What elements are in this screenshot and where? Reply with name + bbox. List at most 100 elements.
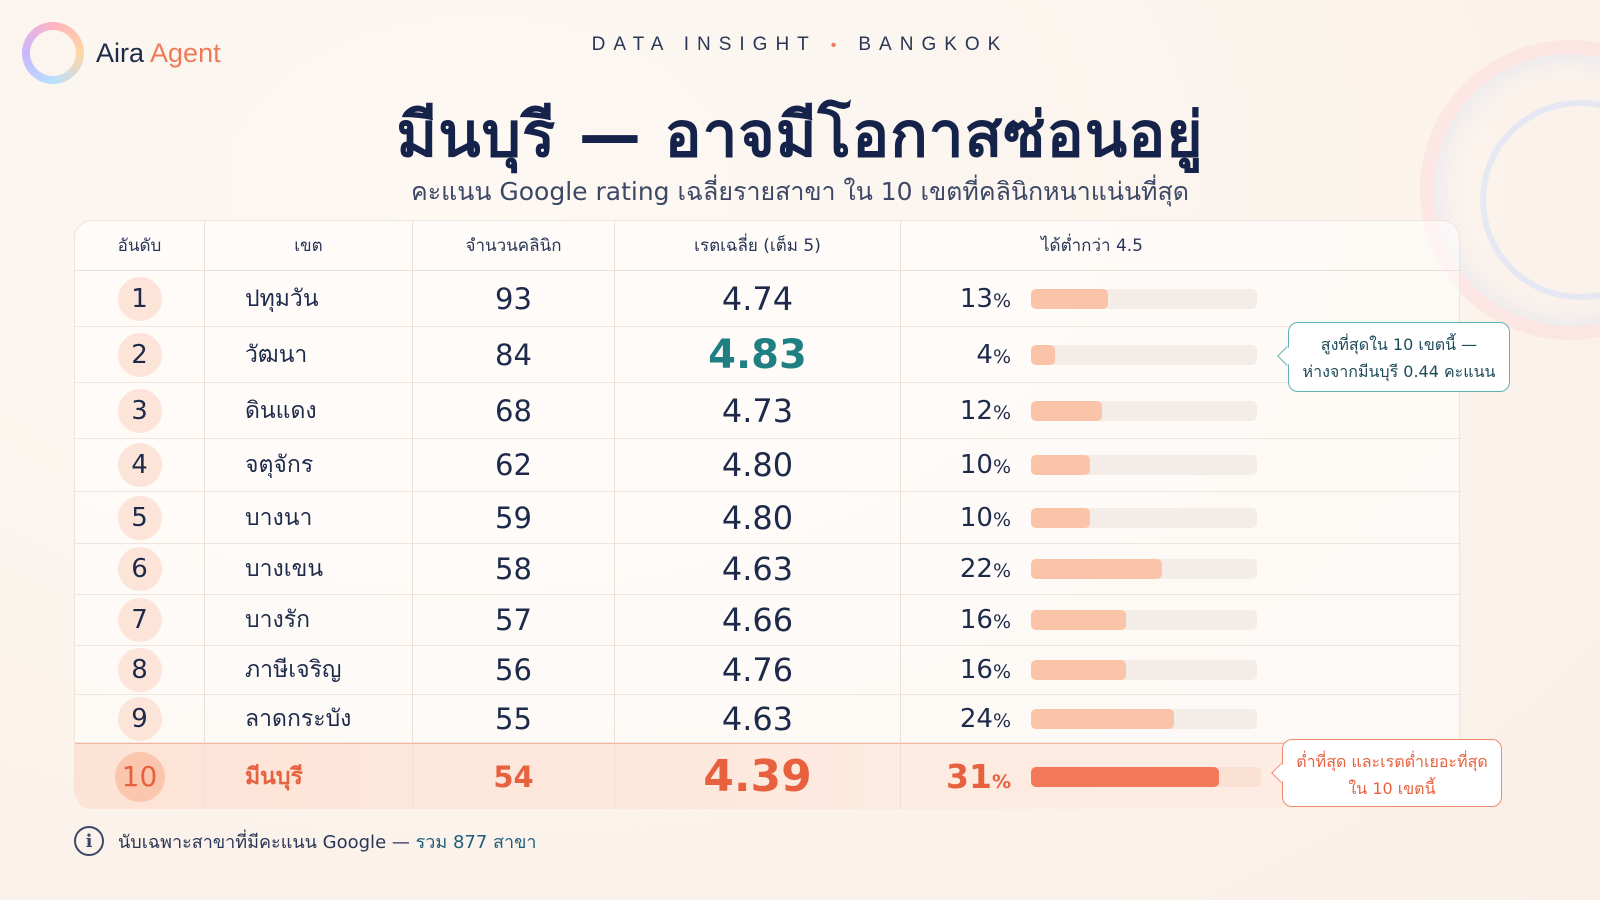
percent-symbol: %	[992, 560, 1011, 582]
below-percent: 31%	[901, 757, 1011, 796]
below-bar-fill	[1031, 708, 1174, 729]
count-cell: 56	[413, 646, 615, 694]
percent-symbol: %	[992, 709, 1011, 732]
rating-cell: 4.80	[615, 439, 901, 491]
header-district: เขต	[205, 221, 413, 270]
count-cell: 62	[413, 439, 615, 491]
below-bar-fill	[1031, 559, 1162, 579]
below-cell: 31%	[901, 744, 1461, 809]
district-name: วัฒนา	[245, 341, 308, 368]
rank-badge: 2	[117, 332, 162, 377]
rank-badge: 10	[114, 751, 165, 802]
rank-cell: 4	[75, 439, 205, 491]
table-row: 9 ลาดกระบัง 55 4.63 24%	[75, 695, 1461, 743]
below-bar-track	[1031, 400, 1257, 421]
district-name: บางเขน	[245, 556, 324, 582]
below-bar-fill	[1031, 455, 1091, 475]
table-row: 6 บางเขน 58 4.63 22%	[75, 544, 1461, 595]
below-cell: 13%	[901, 271, 1461, 326]
below-bar-fill	[1031, 288, 1109, 309]
district-cell: ลาดกระบัง	[205, 695, 413, 742]
below-cell: 16%	[901, 646, 1461, 694]
callout-best-line-1: สูงที่สุดใน 10 เขตนี้ —	[1320, 335, 1478, 354]
table-row: 10 มีนบุรี 54 4.39 31%	[75, 743, 1461, 809]
average-rating: 4.73	[721, 391, 794, 430]
kicker-left: DATA INSIGHT	[591, 34, 817, 55]
footer-text: นับเฉพาะสาขาที่มีคะแนน Google — รวม 877 …	[118, 827, 537, 856]
below-percent-value: 24	[959, 703, 993, 734]
average-rating: 4.39	[703, 751, 812, 802]
clinic-count: 62	[495, 448, 532, 482]
count-cell: 58	[413, 544, 615, 594]
below-percent-value: 31	[946, 757, 992, 796]
below-percent-value: 10	[959, 502, 993, 533]
below-percent: 12%	[901, 396, 1011, 426]
district-cell: บางเขน	[205, 544, 413, 594]
district-name: ปทุมวัน	[245, 285, 319, 312]
count-cell: 57	[413, 595, 615, 645]
clinic-count: 56	[495, 653, 532, 687]
percent-symbol: %	[992, 401, 1011, 424]
table-row: 7 บางรัก 57 4.66 16%	[75, 595, 1461, 646]
district-name: ภาษีเจริญ	[245, 657, 342, 683]
table-row: 5 บางนา 59 4.80 10%	[75, 492, 1461, 544]
table-row: 4 จตุจักร 62 4.80 10%	[75, 439, 1461, 492]
kicker-right: BANGKOK	[858, 34, 1009, 55]
clinic-count: 54	[493, 759, 534, 794]
header-below-threshold: ได้ต่ำกว่า 4.5	[1041, 236, 1143, 256]
below-percent-value: 16	[959, 605, 993, 635]
kicker: DATA INSIGHT • BANGKOK	[0, 34, 1600, 56]
count-cell: 59	[413, 492, 615, 543]
rank-cell: 3	[75, 383, 205, 438]
rank-badge: 3	[117, 388, 162, 433]
percent-symbol: %	[992, 508, 1011, 531]
district-name: บางนา	[245, 504, 313, 531]
average-rating: 4.66	[721, 601, 794, 639]
district-name: มีนบุรี	[245, 763, 303, 790]
header-rank: อันดับ	[75, 221, 205, 270]
rating-cell: 4.39	[615, 744, 901, 809]
rating-cell: 4.74	[615, 271, 901, 326]
district-cell: จตุจักร	[205, 439, 413, 491]
district-cell: ภาษีเจริญ	[205, 646, 413, 694]
district-name: บางรัก	[245, 607, 311, 633]
callout-worst: ต่ำที่สุด และเรตต่ำเยอะที่สุด ใน 10 เขตน…	[1271, 739, 1502, 807]
clinic-count: 59	[495, 500, 532, 535]
below-bar-fill	[1031, 344, 1055, 365]
count-cell: 54	[413, 744, 615, 809]
below-cell: 24%	[901, 695, 1461, 742]
callout-best-line-2: ห่างจากมีนบุรี 0.44 คะแนน	[1302, 362, 1496, 381]
rank-badge: 5	[117, 495, 162, 540]
below-percent-value: 4	[976, 339, 993, 370]
below-bar-track	[1031, 507, 1257, 528]
rank-cell: 8	[75, 646, 205, 694]
rating-cell: 4.80	[615, 492, 901, 543]
rank-badge: 9	[117, 696, 162, 741]
below-bar-fill	[1031, 660, 1127, 680]
clinic-count: 93	[495, 281, 532, 316]
district-cell: มีนบุรี	[205, 744, 413, 809]
below-cell: 10%	[901, 439, 1461, 491]
rating-cell: 4.73	[615, 383, 901, 438]
rating-cell: 4.83	[615, 327, 901, 382]
district-name: ลาดกระบัง	[245, 705, 352, 732]
below-percent: 10%	[901, 503, 1011, 533]
table-row: 1 ปทุมวัน 93 4.74 13%	[75, 271, 1461, 327]
rank-badge: 6	[117, 547, 162, 591]
percent-symbol: %	[992, 456, 1011, 478]
below-bar-track	[1031, 344, 1257, 365]
table-row: 3 ดินแดง 68 4.73 12%	[75, 383, 1461, 439]
district-cell: ดินแดง	[205, 383, 413, 438]
table-header: อันดับ เขต จำนวนคลินิก เรตเฉลี่ย (เต็ม 5…	[75, 221, 1461, 271]
rank-badge: 8	[117, 648, 162, 692]
count-cell: 84	[413, 327, 615, 382]
table-row: 2 วัฒนา 84 4.83 4%	[75, 327, 1461, 383]
below-percent: 16%	[901, 605, 1011, 635]
brand-name-part-2: Agent	[144, 37, 221, 68]
below-percent-value: 10	[959, 450, 993, 480]
footer-total: รวม 877 สาขา	[415, 831, 537, 853]
rank-badge: 4	[117, 443, 162, 487]
kicker-dot-icon: •	[830, 37, 845, 54]
table-row: 8 ภาษีเจริญ 56 4.76 16%	[75, 646, 1461, 695]
below-cell: 10%	[901, 492, 1461, 543]
